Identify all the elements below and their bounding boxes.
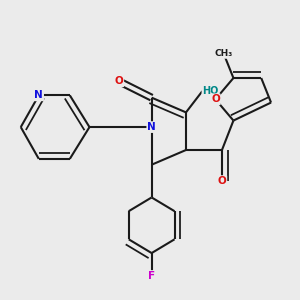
Text: O: O (218, 176, 226, 186)
Text: N: N (147, 122, 156, 132)
Text: N: N (34, 90, 43, 100)
Text: HO: HO (202, 86, 219, 96)
Text: CH₃: CH₃ (214, 49, 233, 58)
Text: O: O (115, 76, 123, 86)
Text: O: O (211, 94, 220, 104)
Text: F: F (148, 271, 155, 281)
